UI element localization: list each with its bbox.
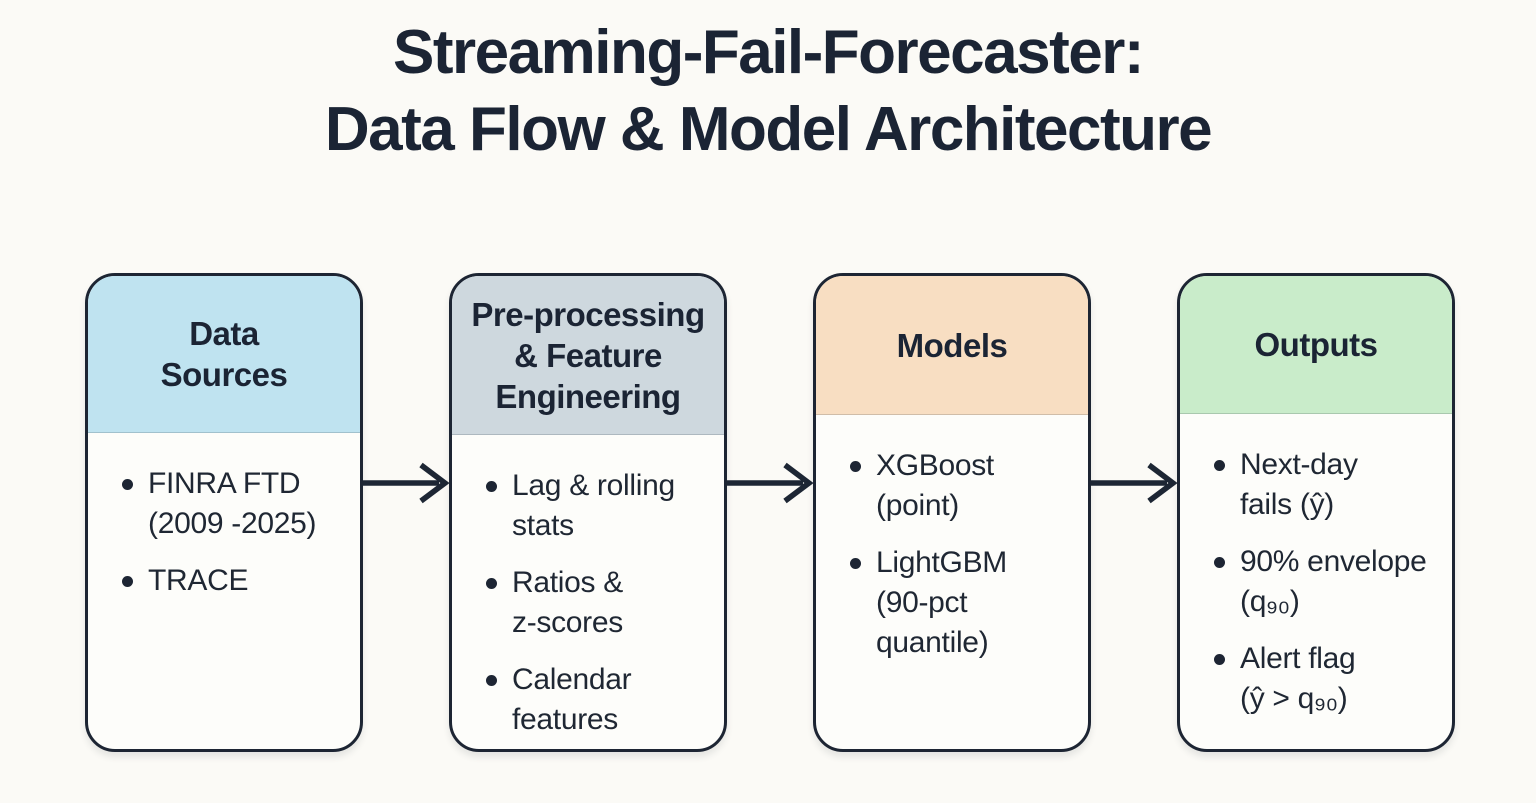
list-item: LightGBM (90-pct quantile) — [850, 543, 1074, 663]
flow-diagram: Data Sources FINRA FTD (2009 -2025) TRAC… — [85, 273, 1455, 752]
list-item: FINRA FTD (2009 -2025) — [122, 464, 346, 544]
bullet-dot-icon — [1214, 460, 1225, 471]
models-list: XGBoost (point) LightGBM (90-pct quantil… — [816, 415, 1088, 749]
bullet-dot-icon — [122, 576, 133, 587]
data-sources-title: Data Sources — [160, 315, 288, 393]
models-box: Models XGBoost (point) LightGBM (90-pct … — [813, 273, 1091, 752]
list-item: XGBoost (point) — [850, 446, 1074, 526]
data-sources-header: Data Sources — [88, 276, 360, 433]
page-title: Streaming-Fail-Forecaster: Data Flow & M… — [0, 14, 1536, 168]
data-sources-list: FINRA FTD (2009 -2025) TRACE — [88, 433, 360, 749]
list-item-text: TRACE — [148, 564, 249, 597]
list-item: Lag & rolling stats — [486, 466, 710, 546]
preprocessing-box: Pre-processing & Feature Engineering Lag… — [449, 273, 727, 752]
list-item-text: Next-day fails (ŷ) — [1240, 448, 1358, 521]
list-item-text: Lag & rolling stats — [512, 469, 675, 542]
page-title-line-1: Streaming-Fail-Forecaster: — [393, 18, 1145, 87]
list-item-text: LightGBM (90-pct quantile) — [876, 546, 1007, 659]
models-title: Models — [896, 326, 1008, 364]
list-item: 90% envelope (q₉₀) — [1214, 542, 1438, 622]
preprocessing-title: Pre-processing & Feature Engineering — [471, 295, 705, 415]
list-item: TRACE — [122, 561, 346, 601]
bullet-dot-icon — [122, 479, 133, 490]
list-item: Calendar features — [486, 660, 710, 740]
bullet-dot-icon — [850, 558, 861, 569]
flow-arrow-icon — [1091, 461, 1177, 505]
list-item-text: Calendar features — [512, 663, 632, 736]
bullet-dot-icon — [486, 578, 497, 589]
preprocessing-header: Pre-processing & Feature Engineering — [452, 276, 724, 435]
outputs-header: Outputs — [1180, 276, 1452, 414]
data-sources-box: Data Sources FINRA FTD (2009 -2025) TRAC… — [85, 273, 363, 752]
page-title-line-2: Data Flow & Model Architecture — [324, 95, 1213, 164]
outputs-list: Next-day fails (ŷ) 90% envelope (q₉₀) Al… — [1180, 414, 1452, 749]
list-item-text: Ratios & z-scores — [512, 566, 623, 639]
list-item-text: FINRA FTD (2009 -2025) — [148, 467, 317, 540]
preprocessing-list: Lag & rolling stats Ratios & z-scores Ca… — [452, 435, 724, 749]
flow-arrow-icon — [727, 461, 813, 505]
bullet-dot-icon — [1214, 654, 1225, 665]
list-item-text: 90% envelope (q₉₀) — [1240, 545, 1427, 618]
bullet-dot-icon — [486, 481, 497, 492]
flow-arrow-icon — [363, 461, 449, 505]
list-item: Alert flag (ŷ > q₉₀) — [1214, 639, 1438, 719]
list-item: Next-day fails (ŷ) — [1214, 445, 1438, 525]
bullet-dot-icon — [486, 675, 497, 686]
outputs-box: Outputs Next-day fails (ŷ) 90% envelope … — [1177, 273, 1455, 752]
bullet-dot-icon — [850, 461, 861, 472]
list-item-text: Alert flag (ŷ > q₉₀) — [1240, 642, 1356, 715]
list-item: Ratios & z-scores — [486, 563, 710, 643]
list-item-text: XGBoost (point) — [876, 449, 994, 522]
models-header: Models — [816, 276, 1088, 415]
outputs-title: Outputs — [1254, 326, 1378, 363]
bullet-dot-icon — [1214, 557, 1225, 568]
